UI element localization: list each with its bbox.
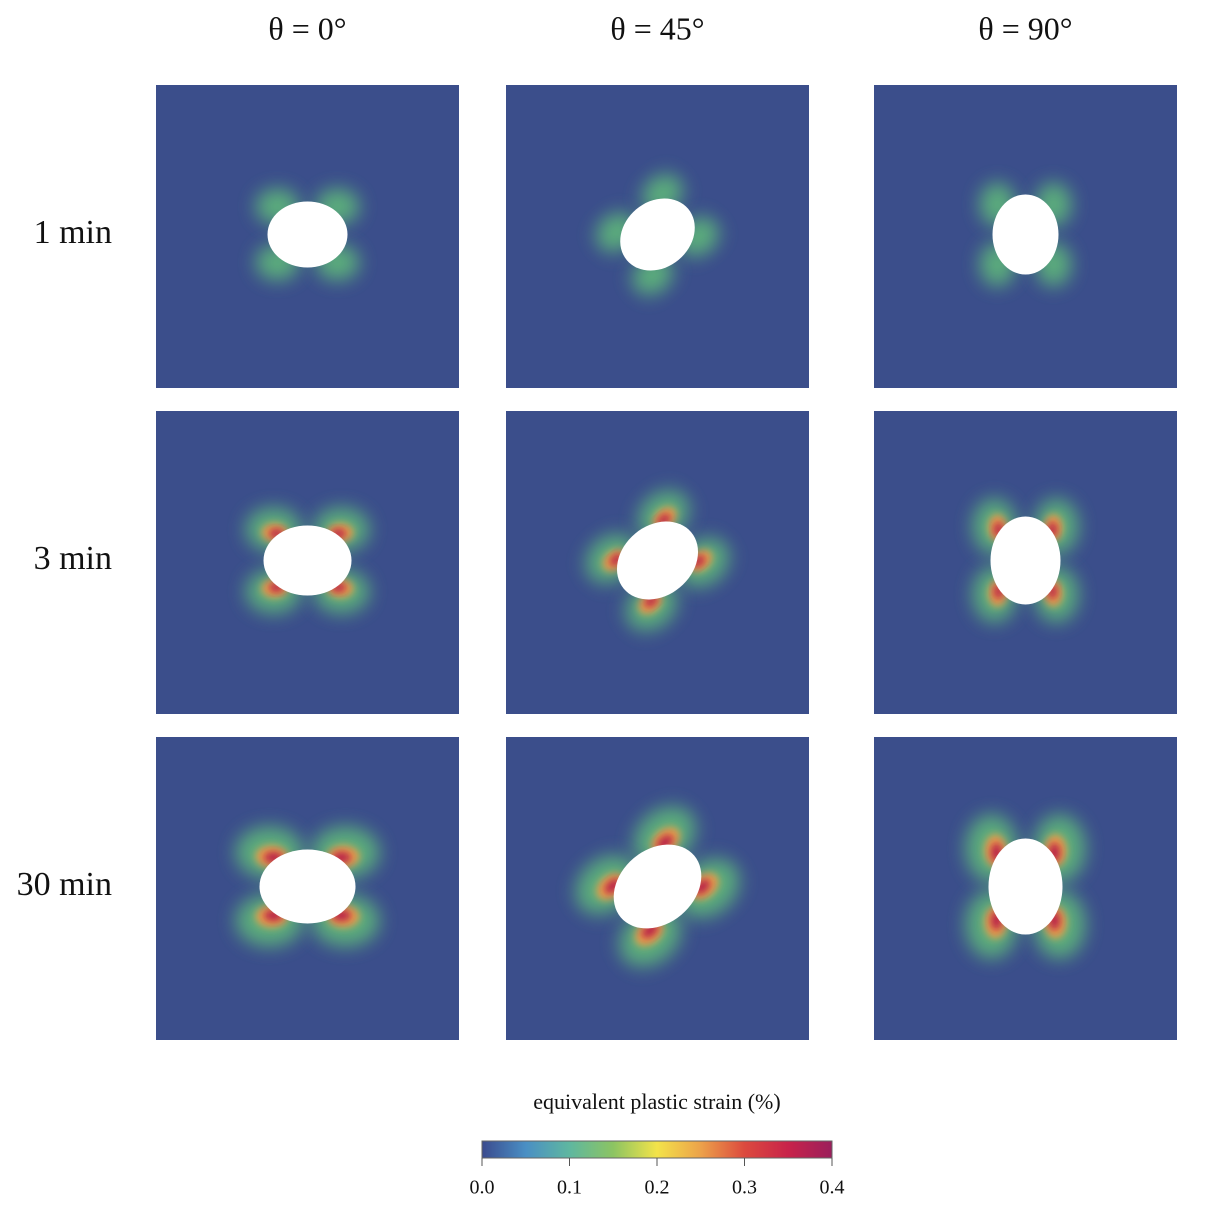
colorbar: [481, 1140, 833, 1159]
column-header: θ = 45°: [610, 10, 704, 46]
panel: [506, 737, 809, 1040]
opening: [263, 525, 352, 596]
panel: [874, 737, 1177, 1040]
opening: [616, 521, 699, 600]
strain-field: [235, 826, 380, 947]
colorbar-tick-label: 0.1: [557, 1177, 582, 1199]
opening: [259, 849, 356, 924]
panel: [506, 85, 809, 388]
row-label: 1 min: [34, 214, 112, 251]
strain-field: [979, 182, 1072, 287]
opening: [990, 516, 1061, 605]
opening: [267, 201, 348, 268]
row-label: 3 min: [34, 540, 112, 577]
colorbar-tick-label: 0.4: [820, 1177, 845, 1199]
panel: [156, 411, 459, 714]
opening: [620, 198, 695, 271]
colorbar-tick-label: 0.3: [732, 1177, 757, 1199]
column-header: θ = 0°: [268, 10, 346, 46]
panel: [506, 411, 809, 714]
colorbar-title: equivalent plastic strain (%): [533, 1089, 780, 1114]
panel: [874, 85, 1177, 388]
panel: [156, 85, 459, 388]
colorbar-tick-label: 0.0: [470, 1177, 495, 1199]
row-label: 30 min: [17, 866, 112, 903]
panel: [874, 411, 1177, 714]
opening: [613, 844, 702, 929]
strain-field: [596, 174, 719, 295]
strain-field: [965, 814, 1086, 959]
strain-field: [585, 490, 730, 631]
opening: [988, 838, 1063, 935]
panel: [156, 737, 459, 1040]
column-header: θ = 90°: [978, 10, 1072, 46]
colorbar-tick-label: 0.2: [645, 1177, 670, 1199]
opening: [992, 194, 1059, 275]
strain-field: [245, 507, 370, 614]
strain-field: [575, 806, 740, 967]
strain-field: [972, 498, 1079, 623]
panels: [156, 85, 1177, 1040]
strain-field: [255, 188, 360, 281]
